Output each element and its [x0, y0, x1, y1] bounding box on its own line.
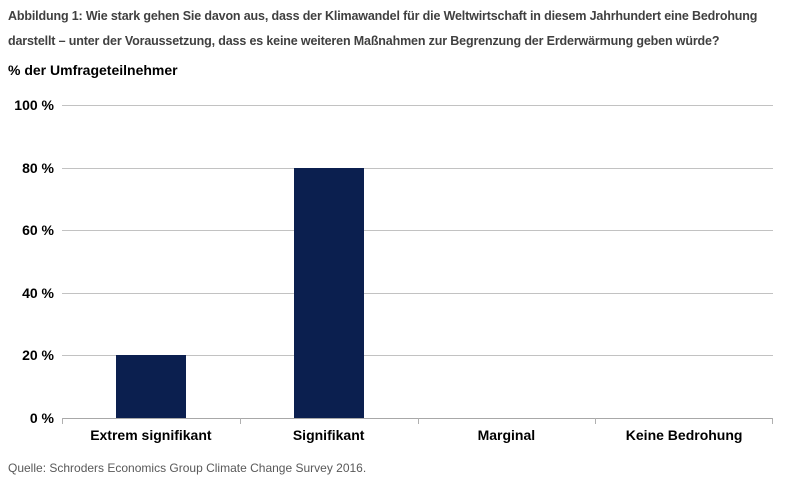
bar-signifikant: [293, 167, 364, 418]
y-axis-tick-labels: 0 % 20 % 40 % 60 % 80 % 100 %: [0, 97, 54, 426]
plot-area: [62, 105, 773, 424]
y-tick-label-40: 40 %: [22, 284, 54, 301]
x-axis-tick-mark-1: [239, 418, 241, 424]
x-axis-tick-mark-3: [595, 418, 597, 424]
y-tick-label-60: 60 %: [22, 222, 54, 239]
y-tick-label-20: 20 %: [22, 347, 54, 364]
gridline-60: [62, 230, 773, 232]
x-tick-label-extrem-signifikant: Extrem signifikant: [90, 427, 212, 443]
x-axis-tick-mark-4: [772, 418, 773, 424]
x-tick-label-marginal: Marginal: [477, 427, 536, 443]
y-axis-title: % der Umfrageteilnehmer: [8, 62, 178, 78]
chart-title: Abbildung 1: Wie stark gehen Sie davon a…: [8, 9, 758, 48]
y-tick-label-0: 0 %: [29, 410, 54, 426]
x-tick-label-keine-bedrohung: Keine Bedrohung: [625, 427, 743, 443]
y-tick-label-100: 100 %: [14, 97, 54, 113]
gridline-80: [62, 167, 773, 169]
x-axis-tick-labels: Extrem signifikant Signifikant Marginal Kei…: [62, 427, 773, 445]
gridline-20: [62, 355, 773, 357]
source-note: Quelle: Schroders Economics Group Climat…: [8, 461, 367, 475]
bar-extrem-signifikant: [115, 355, 186, 418]
gridline-40: [62, 292, 773, 294]
x-axis-tick-mark-0: [62, 418, 63, 424]
x-axis-tick-mark-2: [417, 418, 419, 424]
y-tick-label-80: 80 %: [22, 159, 54, 176]
x-tick-label-signifikant: Signifikant: [292, 427, 365, 443]
gridline-100: [62, 105, 773, 106]
